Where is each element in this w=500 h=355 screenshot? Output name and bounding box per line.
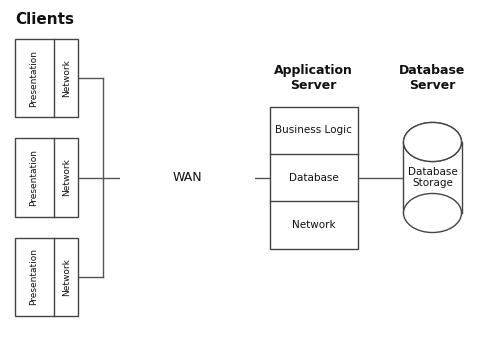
- Text: Presentation: Presentation: [29, 50, 38, 106]
- Ellipse shape: [132, 159, 168, 196]
- Text: Presentation: Presentation: [29, 248, 38, 305]
- Text: Database: Database: [289, 173, 339, 182]
- Text: Database
Storage: Database Storage: [408, 167, 458, 188]
- Text: Network: Network: [62, 59, 71, 97]
- Text: Network: Network: [62, 159, 71, 196]
- Bar: [270, 106, 358, 248]
- Ellipse shape: [206, 163, 241, 198]
- Text: Network: Network: [292, 220, 336, 230]
- Ellipse shape: [144, 176, 179, 211]
- Ellipse shape: [404, 193, 462, 233]
- Text: Database
Server: Database Server: [400, 64, 466, 92]
- Ellipse shape: [404, 122, 462, 162]
- Ellipse shape: [404, 122, 462, 162]
- Bar: [15, 39, 78, 117]
- Ellipse shape: [192, 144, 232, 184]
- Text: Presentation: Presentation: [29, 149, 38, 206]
- Bar: [404, 142, 462, 213]
- Ellipse shape: [191, 179, 226, 213]
- Ellipse shape: [166, 185, 198, 217]
- Ellipse shape: [120, 110, 255, 245]
- Bar: [15, 138, 78, 217]
- Text: Application
Server: Application Server: [274, 64, 353, 92]
- Text: Clients: Clients: [15, 12, 74, 27]
- Text: Business Logic: Business Logic: [276, 125, 352, 135]
- Bar: [15, 238, 78, 316]
- Text: WAN: WAN: [172, 171, 203, 184]
- Ellipse shape: [164, 132, 212, 180]
- Text: Network: Network: [62, 258, 71, 296]
- Ellipse shape: [144, 144, 184, 184]
